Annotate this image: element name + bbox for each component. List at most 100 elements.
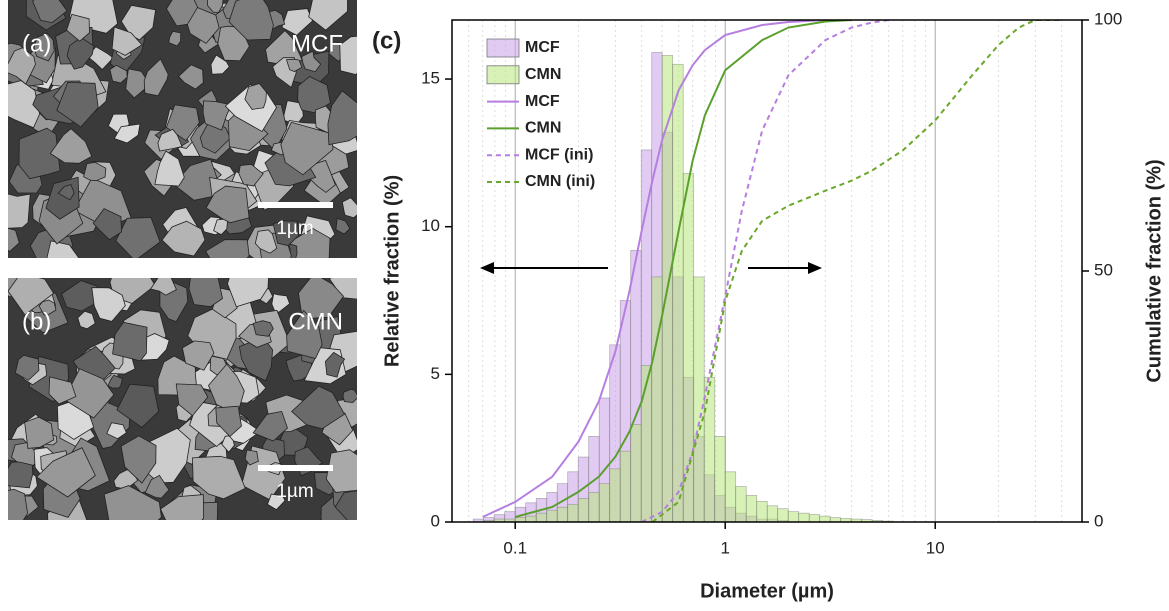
particle [83,161,107,182]
legend-label: CMN (ini) [525,173,595,190]
particle [57,184,75,201]
particle [192,455,246,500]
particle [210,54,230,75]
y2-tick-label: 50 [1094,260,1113,279]
y-tick-label: 10 [421,216,440,235]
histogram-bar [703,376,716,522]
particle [8,47,36,85]
particle [49,128,93,164]
histogram-bar [756,500,768,522]
histogram-bar [556,506,569,522]
histogram-bar [798,512,810,522]
histogram-bar [672,63,684,522]
particle [149,278,177,296]
y-tick-label: 15 [421,69,440,88]
particle [111,26,143,56]
y-axis-label: Relative fraction (%) [381,175,403,367]
particle [286,309,323,359]
particle [334,490,357,520]
particle [297,278,345,320]
histogram-bar [588,492,600,522]
particle [77,310,96,330]
particle [228,0,274,41]
y2-tick-label: 0 [1094,511,1103,530]
particle [56,81,99,128]
particle [107,374,123,389]
particle [291,385,346,430]
legend-swatch [486,38,520,58]
particle [244,83,267,110]
particle [327,90,357,146]
particle [267,493,286,511]
particle [8,227,20,253]
legend-label: CMN [525,66,561,83]
scale-label: 1µm [276,218,313,239]
histogram-bar [567,503,579,522]
particle [35,447,96,498]
particle [38,299,57,316]
y-tick-label: 0 [431,511,440,530]
particle [8,80,41,129]
particle [168,30,182,47]
particle [112,321,148,362]
particle [297,76,331,114]
panel-name: CMN [288,308,343,335]
histogram-bar [598,483,611,522]
particle [106,422,127,440]
scale-label: 1µm [276,481,313,502]
lines [482,20,1062,522]
x-tick-label: 0.1 [503,538,527,557]
particle [238,336,274,382]
particle [143,58,169,97]
particle [181,340,215,371]
histogram-bar [808,514,821,522]
particle [113,123,141,144]
legend-label: MCF [525,39,560,56]
particle [329,278,357,300]
particle [205,185,250,224]
particle [91,287,126,322]
histogram-bar [525,515,537,522]
particle [8,193,31,229]
particle [166,0,199,27]
legend-swatch [486,65,520,85]
histogram-bar [819,515,831,522]
particle [103,485,162,520]
legend: MCF CMN MCF CMN MCF (ini) CMN (ini) [486,38,595,190]
particle [252,410,288,442]
legend-label: MCF [525,93,560,110]
cumulative-line [641,20,889,522]
particle [161,220,206,257]
x-tick-label: 10 [926,538,945,557]
particle [178,64,204,90]
particle [188,278,223,308]
histogram-bar [651,276,663,522]
particle [125,68,151,99]
particle [227,278,269,308]
particle [120,435,157,484]
particle [8,278,55,316]
particle [206,0,224,13]
particle [324,351,346,378]
particle [32,0,68,24]
histogram-bar [766,505,779,522]
histogram-bar [546,509,558,522]
particle [109,64,128,84]
cumulative-line [514,20,852,518]
particle [342,388,357,404]
x-axis-label: Diameter (µm) [700,580,834,602]
particle [61,280,98,312]
particle [159,494,205,520]
histogram-bar [714,436,726,522]
particle [252,320,274,337]
particle [154,150,185,187]
histogram-bar [787,511,800,522]
y2-tick-label: 100 [1094,9,1122,28]
particle [144,474,170,499]
histogram-bar [630,424,642,522]
histogram-bar [640,365,653,522]
particle [335,217,351,235]
y-tick-label: 5 [431,364,440,383]
